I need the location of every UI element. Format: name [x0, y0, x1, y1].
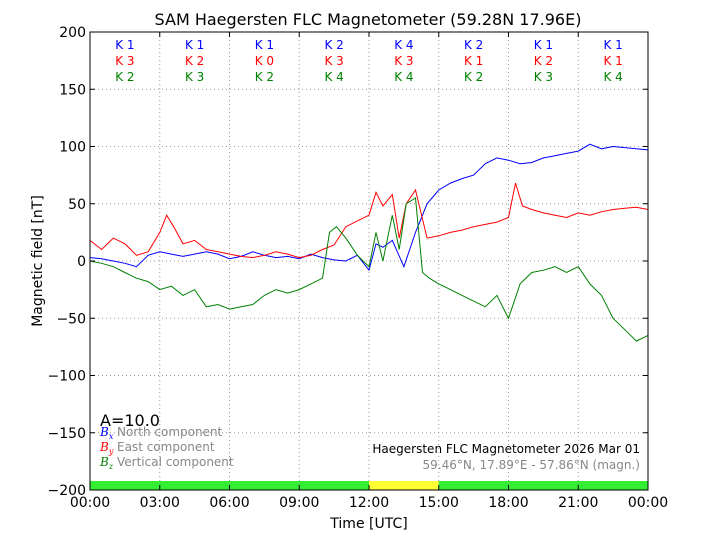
x-tick-label: 00:00 — [70, 495, 110, 511]
info-line: 59.46°N, 17.89°E - 57.86°N (magn.) — [423, 458, 640, 472]
grid — [90, 32, 648, 490]
y-axis-label: Magnetic field [nT] — [30, 195, 46, 327]
series-line-north — [89, 143, 649, 272]
k-index-label: K 4 — [603, 70, 622, 84]
k-index-label: K 2 — [185, 54, 204, 68]
k-index-label: K 0 — [255, 54, 274, 68]
legend-symbol-base: B — [99, 425, 109, 439]
info-box: Haegersten FLC Magnetometer 2026 Mar 01 5… — [372, 442, 640, 472]
k-index-label: K 2 — [534, 54, 553, 68]
axis-ticks: 00:00 03:00 06:00 09:00 12:00 15:00 18:00 21:00… — [48, 25, 669, 511]
k-index-label: K 4 — [324, 70, 343, 84]
series-group — [89, 143, 649, 342]
legend-symbol-base: B — [99, 455, 109, 469]
k-index-label: K 2 — [324, 38, 343, 52]
x-tick-label: 18:00 — [488, 495, 528, 511]
k-index-label: K 1 — [115, 38, 134, 52]
y-tick-label: 0 — [77, 254, 86, 270]
y-tick-label: 150 — [59, 82, 86, 98]
status-bar-segment — [438, 481, 648, 490]
k-index-group: K 1 K 1 K 1 K 2 K 4 K 2 K 1 K 1 K 3 K 2 K 0 K 3 K 3 K… — [115, 38, 623, 84]
k-index-label: K 4 — [394, 38, 413, 52]
k-index-label: K 2 — [115, 70, 134, 84]
legend-symbol-subscript: y — [108, 447, 114, 456]
y-tick-label: −200 — [48, 483, 86, 499]
x-tick-label: 09:00 — [279, 495, 319, 511]
y-tick-label: 50 — [68, 197, 86, 213]
y-tick-label: −150 — [48, 426, 86, 442]
a-index-label: A=10.0 — [100, 411, 160, 430]
y-tick-label: 200 — [59, 25, 86, 41]
k-index-label: K 2 — [464, 70, 483, 84]
legend-label: East component — [117, 440, 215, 454]
k-index-label: K 1 — [603, 54, 622, 68]
k-index-label: K 2 — [255, 70, 274, 84]
y-tick-label: −100 — [48, 369, 86, 385]
k-index-label: K 2 — [464, 38, 483, 52]
k-index-label: K 1 — [255, 38, 274, 52]
k-index-label: K 3 — [394, 54, 413, 68]
k-index-label: K 3 — [534, 70, 553, 84]
x-tick-label: 06:00 — [209, 495, 249, 511]
legend-label: North component — [117, 425, 223, 439]
k-index-label: K 1 — [464, 54, 483, 68]
series-line-east — [89, 182, 649, 259]
k-index-label: K 1 — [534, 38, 553, 52]
status-bar-segment — [369, 481, 439, 490]
y-tick-label: 100 — [59, 140, 86, 156]
info-line: Haegersten FLC Magnetometer 2026 Mar 01 — [372, 442, 640, 456]
x-tick-label: 03:00 — [140, 495, 180, 511]
x-axis-label: Time [UTC] — [329, 516, 407, 532]
k-index-label: K 3 — [324, 54, 343, 68]
k-index-label: K 3 — [185, 70, 204, 84]
x-tick-label: 15:00 — [419, 495, 459, 511]
series-line-vertical — [89, 197, 649, 342]
legend-symbol-subscript: z — [108, 462, 114, 471]
k-index-label: K 4 — [394, 70, 413, 84]
legend-label: Vertical component — [117, 455, 234, 469]
k-index-label: K 3 — [115, 54, 134, 68]
k-index-label: K 1 — [603, 38, 622, 52]
x-tick-label: 12:00 — [349, 495, 389, 511]
chart-title: SAM Haegersten FLC Magnetometer (59.28N … — [155, 10, 582, 29]
k-index-label: K 1 — [185, 38, 204, 52]
x-tick-label: 00:00 — [628, 495, 668, 511]
legend-symbol-subscript: x — [109, 432, 114, 441]
y-tick-label: −50 — [56, 311, 86, 327]
legend-symbol: Bz — [99, 455, 114, 471]
legend-symbol: By — [99, 440, 114, 456]
x-tick-label: 21:00 — [558, 495, 598, 511]
legend-symbol: Bx — [99, 425, 114, 441]
legend-symbol-base: B — [99, 440, 109, 454]
